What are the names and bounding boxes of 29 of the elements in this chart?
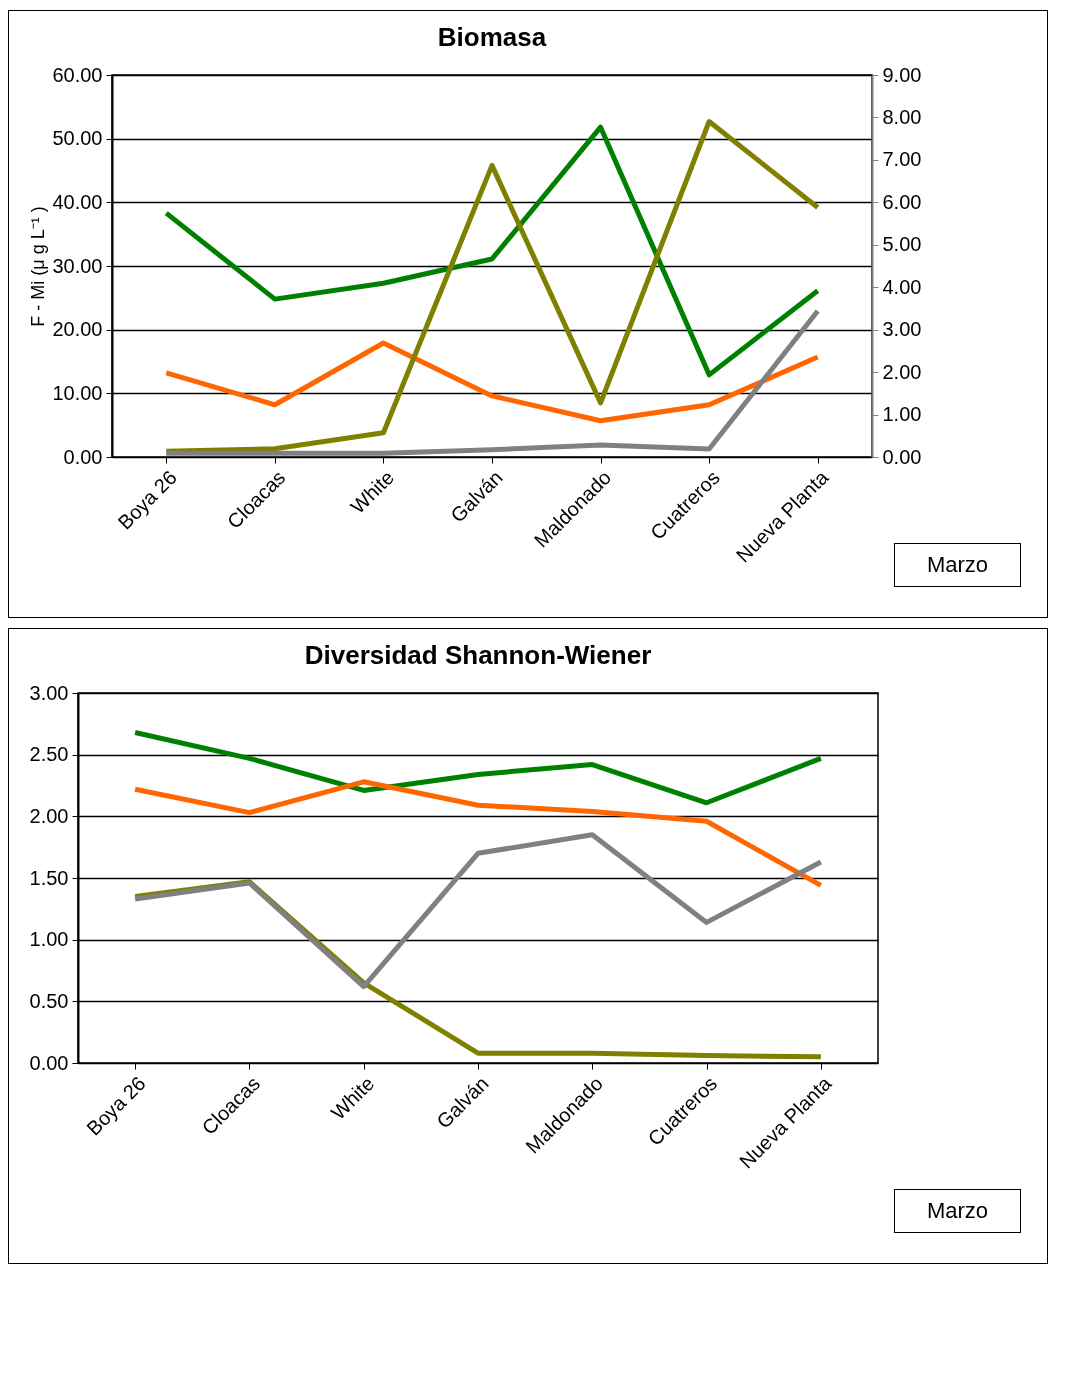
y-tick-label: 20.00 [52, 318, 103, 341]
y-tick-label: 0.50 [29, 989, 69, 1012]
y2-tick-label: 6.00 [882, 190, 922, 213]
y2-tick-label: 4.00 [882, 275, 922, 298]
y2-tick-label: 0.00 [882, 445, 922, 468]
chart-title: Diversidad Shannon-Wiener [304, 640, 652, 670]
y-tick-label: 1.00 [29, 928, 69, 951]
y-tick-label: 0.00 [29, 1051, 69, 1074]
y2-tick-label: 7.00 [882, 148, 922, 171]
y-tick-label: 10.00 [52, 381, 103, 404]
y-tick-label: 60.00 [52, 63, 103, 86]
y2-tick-label: 5.00 [882, 233, 922, 256]
y-tick-label: 1.50 [29, 866, 69, 889]
y-tick-label: 30.00 [52, 254, 103, 277]
y2-tick-label: 3.00 [882, 318, 922, 341]
chart-title: Biomasa [437, 22, 547, 52]
y2-tick-label: 1.00 [882, 403, 922, 426]
y-tick-label: 3.00 [29, 681, 69, 704]
y-tick-label: 2.00 [29, 804, 69, 827]
text: Marzo [893, 1189, 1021, 1233]
y-axis-title: F - Mi (μ g L⁻¹ ) [28, 206, 49, 327]
y-tick-label: 40.00 [52, 190, 103, 213]
y-tick-label: 50.00 [52, 127, 103, 150]
y2-tick-label: 2.00 [882, 360, 922, 383]
y2-tick-label: 9.00 [882, 63, 922, 86]
text: Marzo [893, 543, 1021, 587]
y-tick-label: 2.50 [29, 743, 69, 766]
y2-tick-label: 8.00 [882, 105, 922, 128]
y-tick-label: 0.00 [63, 445, 103, 468]
